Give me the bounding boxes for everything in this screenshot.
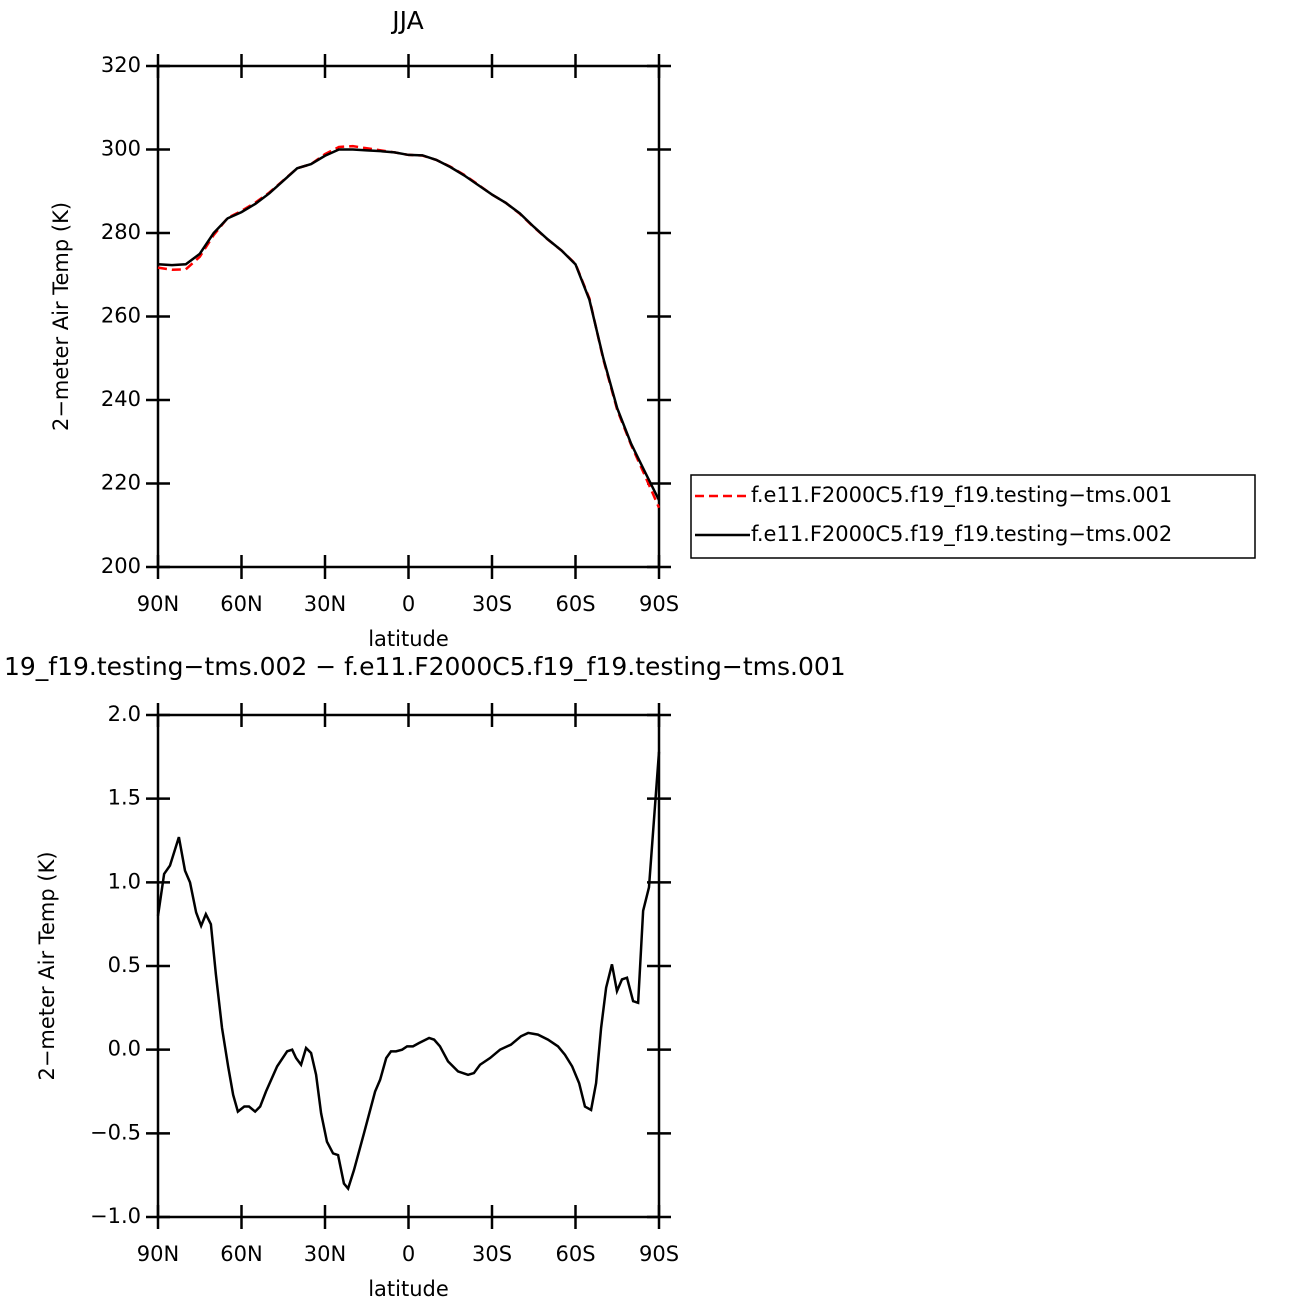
y-tick-label: 1.5 <box>108 786 141 810</box>
x-tick-label: 60S <box>555 592 595 616</box>
x-tick-label: 90N <box>137 1242 179 1266</box>
chart-title: 19_f19.testing−tms.002 − f.e11.F2000C5.f… <box>4 652 846 681</box>
chart-title: JJA <box>390 6 423 35</box>
y-axis-label: 2−meter Air Temp (K) <box>49 202 73 431</box>
y-tick-label: 260 <box>101 304 141 328</box>
y-tick-label: −0.5 <box>90 1120 141 1144</box>
x-tick-label: 30S <box>472 1242 512 1266</box>
x-tick-label: 30N <box>304 592 346 616</box>
x-tick-label: 30S <box>472 592 512 616</box>
x-tick-label: 90N <box>137 592 179 616</box>
data-line <box>157 144 661 509</box>
y-tick-label: 220 <box>101 471 141 495</box>
y-tick-label: 300 <box>101 137 141 161</box>
y-tick-label: 240 <box>101 387 141 411</box>
y-tick-label: 0.0 <box>108 1037 141 1061</box>
y-tick-label: 0.5 <box>108 953 141 977</box>
legend-label: f.e11.F2000C5.f19_f19.testing−tms.002 <box>751 522 1172 547</box>
data-line <box>157 148 661 501</box>
x-tick-label: 0 <box>402 1242 415 1266</box>
x-axis-label: latitude <box>368 1277 449 1301</box>
data-line <box>156 751 661 1192</box>
y-tick-label: 320 <box>101 53 141 77</box>
y-tick-label: 200 <box>101 554 141 578</box>
x-tick-label: 30N <box>304 1242 346 1266</box>
y-tick-label: 280 <box>101 220 141 244</box>
x-tick-label: 60N <box>220 592 262 616</box>
y-axis-label: 2−meter Air Temp (K) <box>35 851 59 1080</box>
x-tick-label: 90S <box>639 1242 679 1266</box>
y-tick-label: 2.0 <box>108 702 141 726</box>
x-tick-label: 0 <box>402 592 415 616</box>
x-tick-label: 90S <box>639 592 679 616</box>
plot-frame <box>156 713 661 1219</box>
y-tick-label: 1.0 <box>108 869 141 893</box>
x-tick-label: 60N <box>220 1242 262 1266</box>
x-axis-label: latitude <box>368 627 449 651</box>
legend-box <box>690 474 1256 559</box>
legend-label: f.e11.F2000C5.f19_f19.testing−tms.001 <box>751 483 1172 508</box>
plot-frame <box>156 64 661 569</box>
y-tick-label: −1.0 <box>90 1204 141 1228</box>
x-tick-label: 60S <box>555 1242 595 1266</box>
